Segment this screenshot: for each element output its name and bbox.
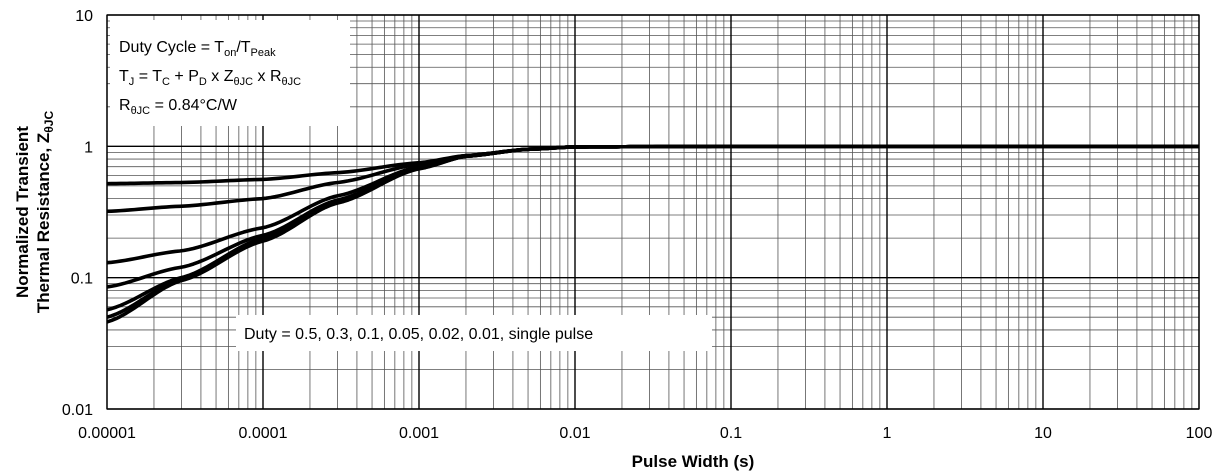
x-tick-label: 10 xyxy=(1034,425,1052,442)
annotation-line-3: RθJC = 0.84°C/W xyxy=(119,97,238,117)
annotation-text: x Z xyxy=(207,68,234,85)
series-line-7 xyxy=(106,144,1199,324)
y-tick-label: 10 xyxy=(75,8,93,25)
x-tick-label: 0.01 xyxy=(559,425,590,442)
y-tick-labels: 0.01 0.1 1 10 xyxy=(62,8,93,419)
annotation-text: T xyxy=(119,68,129,85)
annotation-text: = 0.84°C/W xyxy=(150,97,238,114)
x-axis-title: Pulse Width (s) xyxy=(632,452,755,471)
annotation-background xyxy=(110,20,350,126)
curves xyxy=(106,144,1199,324)
y-axis-title-line-2: Thermal Resistance, ZθJC xyxy=(34,111,56,314)
annotation-text: + P xyxy=(170,68,199,85)
x-tick-label: 1 xyxy=(883,425,892,442)
annotation-subscript: θJC xyxy=(233,76,253,88)
curve-label-box: Duty = 0.5, 0.3, 0.1, 0.05, 0.02, 0.01, … xyxy=(236,315,712,351)
annotation-subscript: J xyxy=(129,76,135,88)
annotation-subscript: C xyxy=(162,76,170,88)
annotation-subscript: on xyxy=(224,47,236,59)
y-tick-label: 0.01 xyxy=(62,402,93,419)
plot-border xyxy=(106,14,1200,410)
annotation-text: Duty Cycle = T xyxy=(119,39,224,56)
annotation-text: /T xyxy=(236,39,250,56)
y-axis-title: Normalized Transient Thermal Resistance, … xyxy=(13,111,56,314)
x-tick-label: 0.0001 xyxy=(239,425,288,442)
curve-label-text: Duty = 0.5, 0.3, 0.1, 0.05, 0.02, 0.01, … xyxy=(244,326,593,343)
y-tick-label: 0.1 xyxy=(71,271,93,288)
annotation-subscript: θJC xyxy=(282,76,302,88)
x-tick-label: 0.00001 xyxy=(78,425,136,442)
annotation-text: = T xyxy=(134,68,162,85)
x-tick-label: 0.1 xyxy=(720,425,742,442)
annotation-subscript: Peak xyxy=(251,47,277,59)
curve-label-background xyxy=(236,315,712,351)
y-tick-label: 1 xyxy=(84,139,93,156)
annotation-subscript: D xyxy=(199,76,207,88)
y-axis-title-subscript: θJC xyxy=(42,111,56,133)
annotation-text: R xyxy=(119,97,131,114)
annotation-line-2: TJ = TC + PD x ZθJC x RθJC xyxy=(119,68,301,88)
x-tick-label: 0.001 xyxy=(399,425,439,442)
y-axis-title-line-1: Normalized Transient xyxy=(13,126,32,298)
annotation-line-1: Duty Cycle = Ton/TPeak xyxy=(119,39,276,59)
x-tick-label: 100 xyxy=(1186,425,1213,442)
annotation-text: x R xyxy=(253,68,281,85)
y-axis-title-main: Thermal Resistance, Z xyxy=(34,133,53,313)
x-tick-labels: 0.00001 0.0001 0.001 0.01 0.1 1 10 100 xyxy=(78,425,1212,442)
annotation-subscript: θJC xyxy=(131,105,151,117)
